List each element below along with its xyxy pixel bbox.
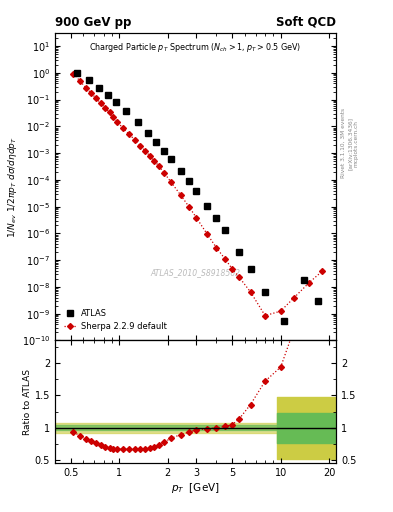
ATLAS <box>187 178 191 184</box>
Sherpa 2.2.9 default <box>94 95 99 101</box>
ATLAS <box>113 99 118 105</box>
ATLAS <box>282 317 286 324</box>
ATLAS <box>248 266 253 272</box>
Text: Charged Particle $p_T$ Spectrum ($N_{ch}>1$, $p_T>0.5$ GeV): Charged Particle $p_T$ Spectrum ($N_{ch}… <box>89 41 302 54</box>
Sherpa 2.2.9 default <box>89 90 94 96</box>
ATLAS <box>162 148 167 155</box>
Sherpa 2.2.9 default <box>77 78 82 84</box>
Sherpa 2.2.9 default <box>291 295 296 301</box>
ATLAS <box>145 130 150 136</box>
ATLAS <box>316 298 320 304</box>
Sherpa 2.2.9 default <box>214 245 219 251</box>
Bar <box>55 425 336 431</box>
Sherpa 2.2.9 default <box>194 215 199 221</box>
Y-axis label: Ratio to ATLAS: Ratio to ATLAS <box>23 369 32 435</box>
Sherpa 2.2.9 default <box>148 153 152 159</box>
Sherpa 2.2.9 default <box>263 312 268 318</box>
ATLAS <box>169 156 174 162</box>
Sherpa 2.2.9 default <box>320 268 324 274</box>
Sherpa 2.2.9 default <box>71 71 76 77</box>
ATLAS <box>214 215 219 221</box>
Sherpa 2.2.9 default <box>307 280 312 286</box>
Sherpa 2.2.9 default <box>115 119 119 125</box>
Sherpa 2.2.9 default <box>120 125 125 131</box>
Sherpa 2.2.9 default <box>248 289 253 295</box>
Sherpa 2.2.9 default <box>99 100 103 106</box>
X-axis label: $p_T$  [GeV]: $p_T$ [GeV] <box>171 481 220 495</box>
Sherpa 2.2.9 default <box>162 170 167 176</box>
Text: Soft QCD: Soft QCD <box>276 16 336 29</box>
Sherpa 2.2.9 default <box>156 163 161 169</box>
ATLAS <box>302 277 307 283</box>
ATLAS <box>237 249 241 255</box>
Sherpa 2.2.9 default <box>103 105 108 111</box>
ATLAS <box>105 92 110 98</box>
ATLAS <box>194 188 199 195</box>
Sherpa 2.2.9 default <box>132 137 137 143</box>
Sherpa 2.2.9 default <box>83 84 88 91</box>
Sherpa 2.2.9 default <box>187 204 191 210</box>
Y-axis label: $1/N_{ev}$ $1/2\pi p_T$ $d\sigma/d\eta dp_T$: $1/N_{ev}$ $1/2\pi p_T$ $d\sigma/d\eta d… <box>6 136 19 238</box>
Line: Sherpa 2.2.9 default: Sherpa 2.2.9 default <box>72 72 324 317</box>
Sherpa 2.2.9 default <box>205 231 209 237</box>
ATLAS <box>75 70 80 76</box>
ATLAS <box>97 85 101 91</box>
Sherpa 2.2.9 default <box>230 266 235 272</box>
Text: mcplots.cern.ch: mcplots.cern.ch <box>354 120 359 167</box>
Sherpa 2.2.9 default <box>107 110 112 116</box>
Sherpa 2.2.9 default <box>237 274 241 280</box>
ATLAS <box>87 77 92 83</box>
Sherpa 2.2.9 default <box>138 142 143 148</box>
Text: ATLAS_2010_S8918562: ATLAS_2010_S8918562 <box>151 268 241 278</box>
ATLAS <box>154 139 159 145</box>
Legend: ATLAS, Sherpa 2.2.9 default: ATLAS, Sherpa 2.2.9 default <box>62 307 169 334</box>
Sherpa 2.2.9 default <box>111 114 116 120</box>
ATLAS <box>123 109 128 115</box>
ATLAS <box>178 168 183 174</box>
Sherpa 2.2.9 default <box>178 192 183 198</box>
Line: ATLAS: ATLAS <box>74 70 321 324</box>
ATLAS <box>205 202 209 208</box>
Sherpa 2.2.9 default <box>169 179 174 185</box>
ATLAS <box>135 119 140 125</box>
Text: 900 GeV pp: 900 GeV pp <box>55 16 131 29</box>
Text: Rivet 3.1.10, 3M events: Rivet 3.1.10, 3M events <box>341 109 346 178</box>
Sherpa 2.2.9 default <box>278 308 283 314</box>
Text: [arXiv:1306.3436]: [arXiv:1306.3436] <box>347 117 353 170</box>
Bar <box>55 422 336 433</box>
Sherpa 2.2.9 default <box>152 158 157 164</box>
Sherpa 2.2.9 default <box>143 148 148 154</box>
ATLAS <box>222 226 227 232</box>
Sherpa 2.2.9 default <box>222 255 227 262</box>
Sherpa 2.2.9 default <box>127 131 131 137</box>
ATLAS <box>263 289 268 295</box>
